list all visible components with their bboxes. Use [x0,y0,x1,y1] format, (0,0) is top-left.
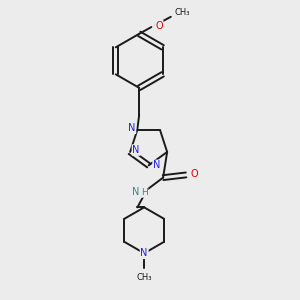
Text: N: N [153,160,160,170]
Text: O: O [191,169,199,179]
Text: N: N [132,145,140,155]
Text: CH₃: CH₃ [136,273,152,282]
Text: N: N [140,248,148,258]
Text: N: N [132,188,139,197]
Text: O: O [155,21,163,31]
Text: H: H [141,188,148,197]
Text: CH₃: CH₃ [174,8,190,17]
Text: N: N [128,123,136,133]
